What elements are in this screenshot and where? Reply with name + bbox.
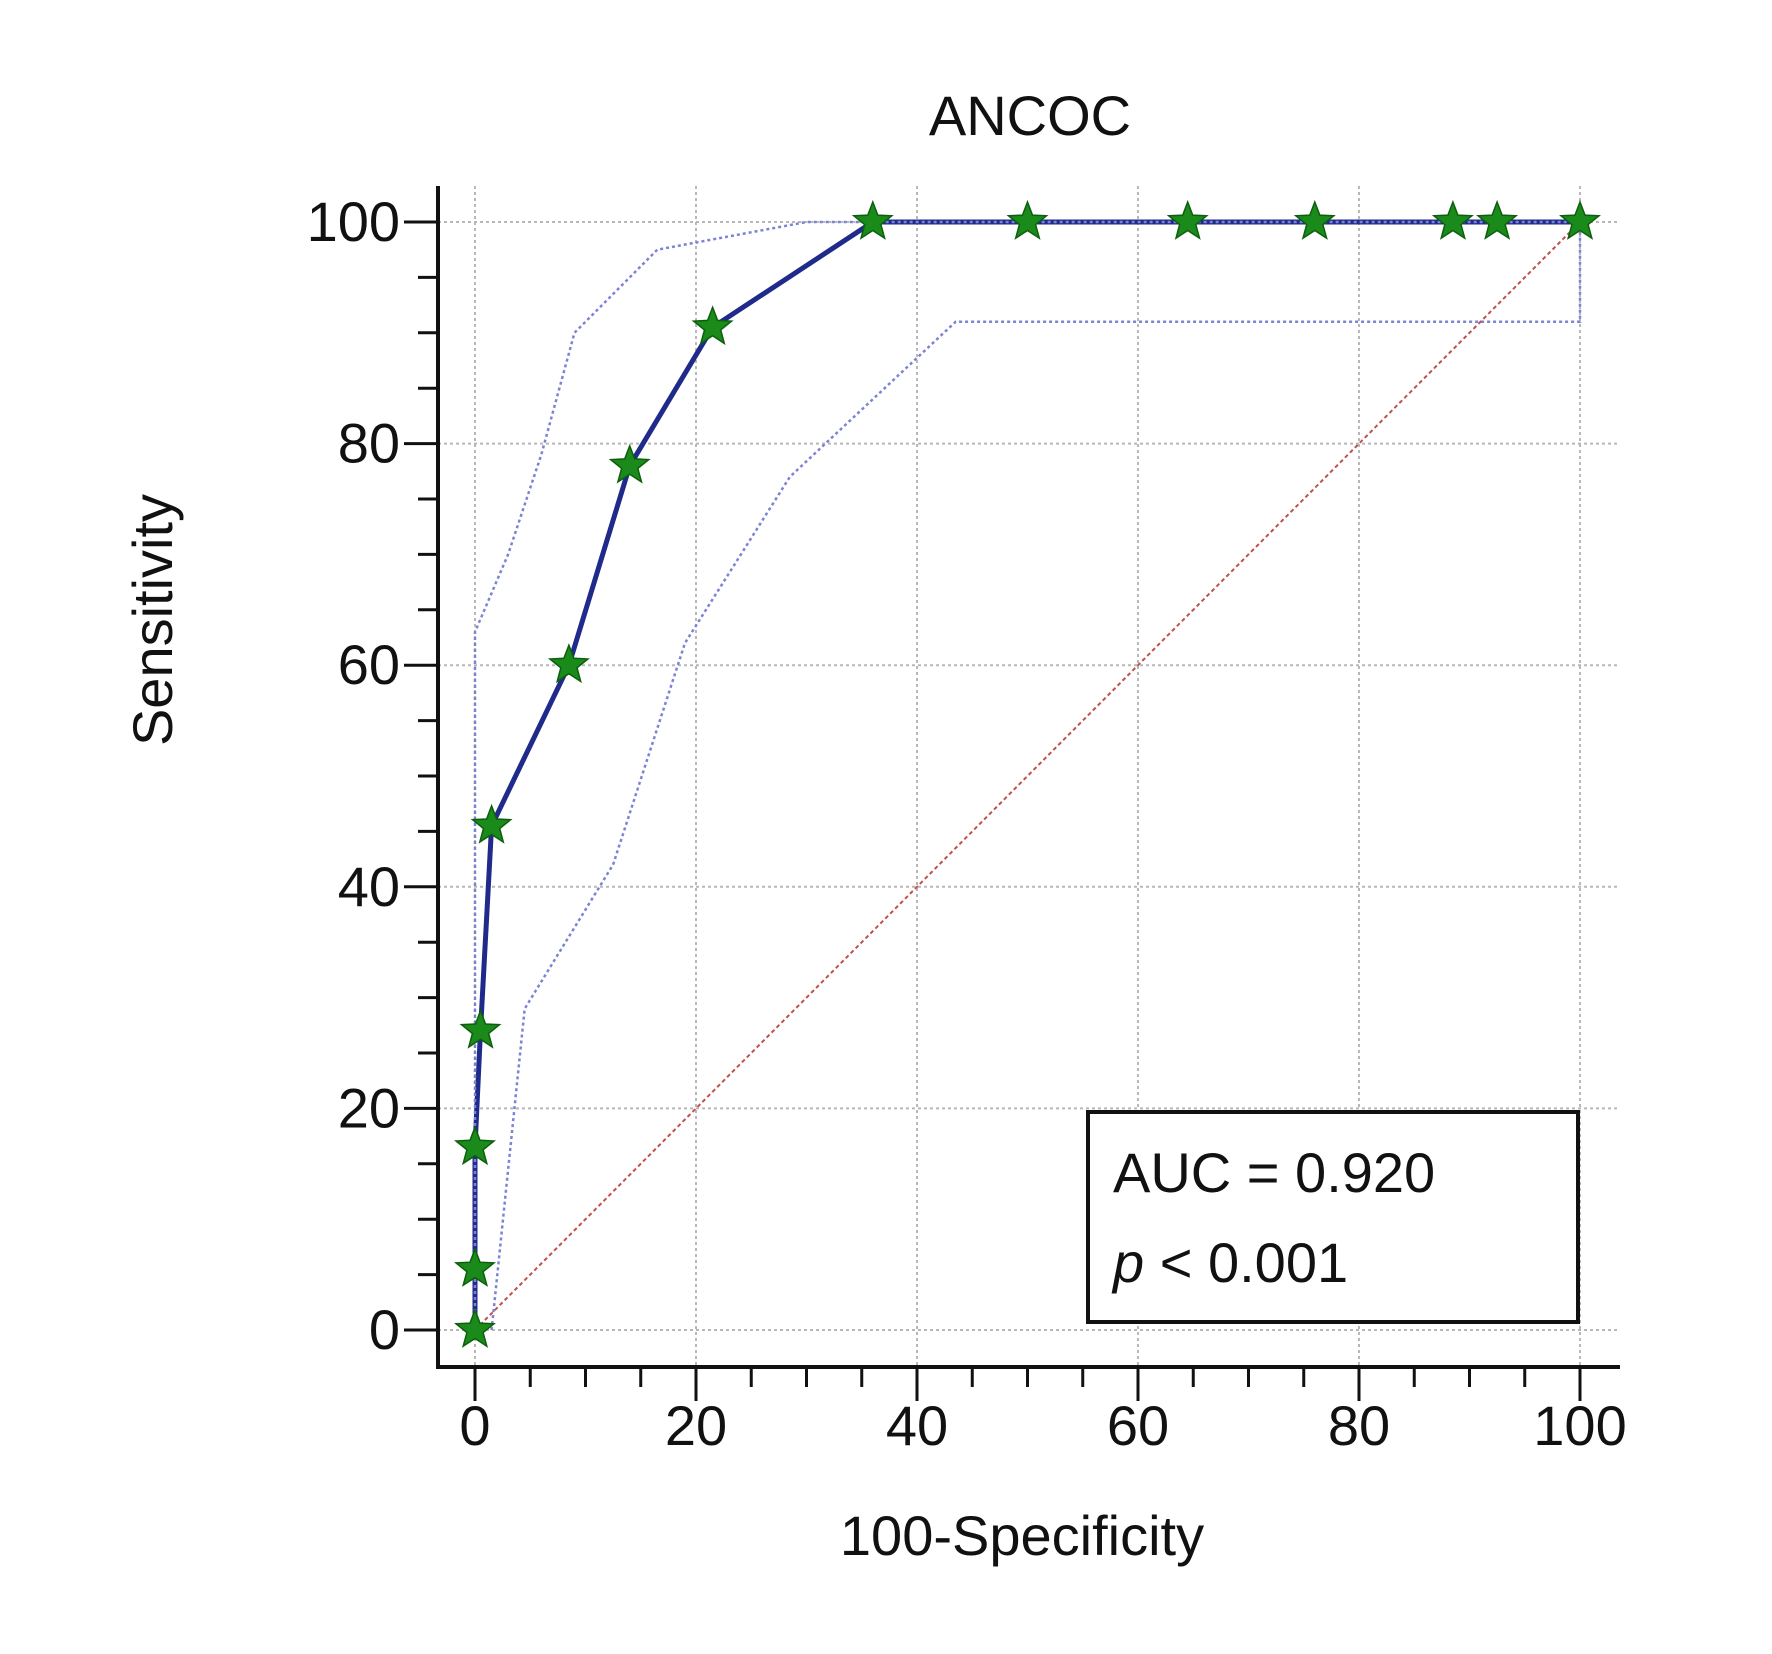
roc-point-star [459, 1008, 502, 1049]
chart-title: ANCOC [929, 84, 1131, 147]
auc-box: AUC = 0.920 p < 0.001 [1086, 1110, 1580, 1324]
y-axis-label: Sensitivity [121, 494, 184, 746]
y-tick-label: 60 [338, 633, 400, 696]
x-axis-label: 100-Specificity [840, 1504, 1204, 1567]
x-tick-label: 0 [459, 1394, 490, 1457]
auc-text: AUC = 0.920 [1113, 1141, 1435, 1204]
tick-labels: 0 20 40 60 80 100 0 20 40 60 80 100 [307, 190, 1627, 1457]
p-value-text: p < 0.001 [1111, 1231, 1348, 1294]
roc-point-star [1431, 199, 1474, 240]
roc-point-star [453, 1125, 497, 1166]
x-tick-label: 60 [1107, 1394, 1169, 1457]
ci-lower-line [490, 222, 1582, 1331]
y-tick-label: 40 [338, 855, 400, 918]
x-tick-label: 40 [886, 1394, 948, 1457]
p-value: < 0.001 [1144, 1231, 1348, 1294]
x-tick-label: 100 [1533, 1394, 1626, 1457]
auc-box-frame [1086, 1110, 1580, 1324]
roc-point-star [1006, 199, 1049, 240]
roc-point-star [470, 803, 513, 844]
roc-point-star [691, 305, 734, 346]
roc-point-star [1293, 199, 1336, 240]
roc-point-star [453, 1246, 497, 1287]
axes [404, 186, 1620, 1401]
roc-point-star [851, 199, 894, 240]
roc-markers [453, 199, 1602, 1348]
x-tick-label: 20 [665, 1394, 727, 1457]
roc-point-star [547, 643, 590, 684]
y-tick-label: 100 [307, 190, 400, 253]
roc-point-star [1166, 199, 1209, 240]
x-tick-label: 80 [1328, 1394, 1390, 1457]
ci-upper-line [473, 220, 1580, 1330]
p-symbol: p [1111, 1231, 1144, 1294]
reference-line [474, 221, 1581, 1331]
roc-point-star [608, 443, 651, 484]
roc-point-star [1476, 199, 1519, 240]
y-tick-label: 0 [369, 1298, 400, 1361]
y-tick-label: 20 [338, 1076, 400, 1139]
roc-point-star [453, 1307, 497, 1348]
roc-point-star [1558, 199, 1602, 240]
y-tick-label: 80 [338, 412, 400, 475]
